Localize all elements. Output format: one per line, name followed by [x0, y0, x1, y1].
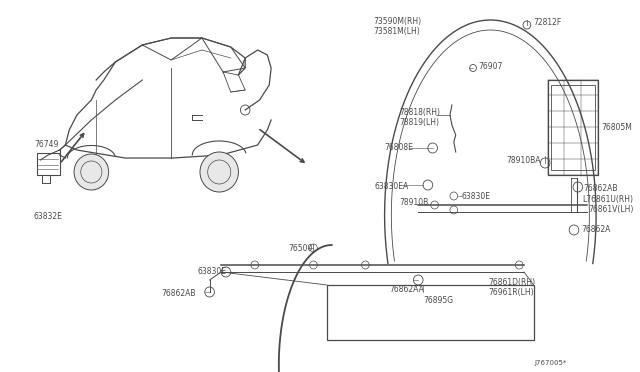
Text: 72812F: 72812F — [534, 18, 562, 27]
Text: 78819(LH): 78819(LH) — [399, 118, 439, 127]
Text: L76861U(RH): L76861U(RH) — [582, 195, 634, 204]
Text: 63830EA: 63830EA — [375, 182, 409, 191]
Text: 76808E: 76808E — [385, 143, 413, 152]
Text: 76749: 76749 — [35, 140, 59, 149]
Text: 76862AB: 76862AB — [161, 289, 196, 298]
Text: 78818(RH): 78818(RH) — [399, 108, 440, 117]
Bar — [551, 85, 595, 170]
Text: 76861V(LH): 76861V(LH) — [588, 205, 634, 214]
Text: 63832E: 63832E — [34, 212, 63, 221]
Bar — [548, 80, 598, 175]
Text: 73590M(RH): 73590M(RH) — [373, 17, 421, 26]
Circle shape — [74, 154, 109, 190]
Text: 76861D(RH): 76861D(RH) — [488, 278, 536, 287]
Bar — [327, 285, 534, 340]
Text: 76862AA: 76862AA — [389, 285, 424, 294]
Bar — [36, 153, 60, 175]
Text: 76907: 76907 — [478, 62, 502, 71]
Text: 78910BA: 78910BA — [507, 156, 541, 165]
Text: 76805M: 76805M — [601, 122, 632, 131]
Text: 76862AB: 76862AB — [584, 184, 618, 193]
Text: 76961R(LH): 76961R(LH) — [488, 288, 534, 297]
Text: 78910B: 78910B — [399, 198, 428, 207]
Text: 76862A: 76862A — [582, 225, 611, 234]
Text: 76500J: 76500J — [289, 244, 315, 253]
Text: 63830E: 63830E — [461, 192, 490, 201]
Circle shape — [200, 152, 239, 192]
Text: 73581M(LH): 73581M(LH) — [373, 27, 420, 36]
Text: J767005*: J767005* — [534, 360, 567, 366]
Text: 63830E: 63830E — [197, 267, 226, 276]
Text: 76895G: 76895G — [423, 296, 453, 305]
